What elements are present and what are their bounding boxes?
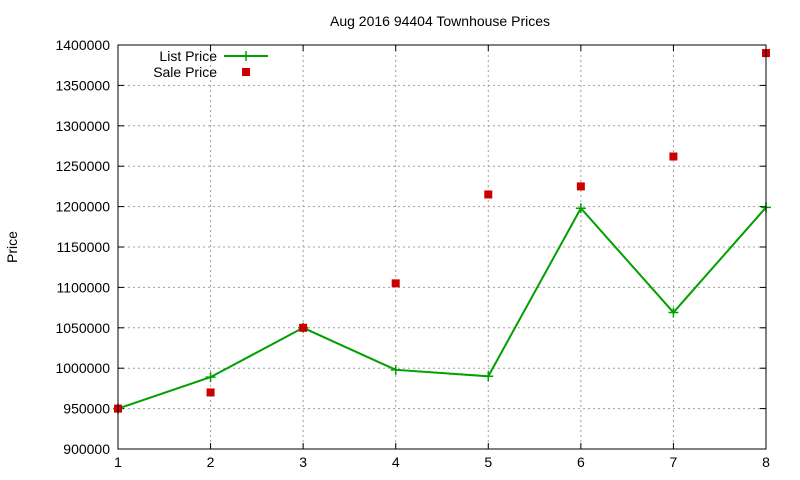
x-tick-label: 3 <box>299 454 307 470</box>
y-tick-label: 1100000 <box>57 279 111 295</box>
y-axis-label: Price <box>4 231 20 263</box>
y-tick-label: 1250000 <box>55 158 110 174</box>
list-price-marker <box>390 364 401 375</box>
legend-square-swatch <box>242 68 250 76</box>
list-price-marker <box>668 307 679 318</box>
y-tick-label: 1200000 <box>55 199 110 215</box>
list-price-marker <box>575 203 586 214</box>
x-tick-label: 5 <box>484 454 492 470</box>
axis-ticks: 900000 950000 1000000 1050000 1100000 1150000… <box>55 37 770 470</box>
y-tick-label: 1350000 <box>55 77 110 93</box>
y-tick-label: 1000000 <box>55 360 110 376</box>
x-tick-label: 6 <box>577 454 585 470</box>
y-tick-label: 950000 <box>63 401 110 417</box>
x-tick-label: 7 <box>670 454 678 470</box>
list-price-line <box>117 206 767 410</box>
sale-price-marker <box>576 182 585 191</box>
sale-price-marker <box>206 388 215 397</box>
y-tick-label: 1400000 <box>55 37 110 53</box>
sale-price-marker <box>299 323 308 332</box>
x-tick-label: 8 <box>762 454 770 470</box>
x-tick-label: 1 <box>114 454 122 470</box>
sale-price-marker <box>391 279 400 288</box>
chart-title: Aug 2016 94404 Townhouse Prices <box>330 13 550 29</box>
y-tick-label: 900000 <box>63 441 110 457</box>
x-tick-label: 2 <box>207 454 215 470</box>
y-tick-label: 1050000 <box>55 320 110 336</box>
y-tick-label: 1300000 <box>55 118 110 134</box>
legend-label: Sale Price <box>153 64 217 80</box>
x-tick-label: 4 <box>392 454 400 470</box>
y-tick-label: 1150000 <box>57 239 111 255</box>
grid-lines <box>118 45 766 449</box>
plot-frame <box>117 44 767 450</box>
legend-label: List Price <box>159 48 217 64</box>
data-series <box>113 49 771 414</box>
sale-price-marker <box>484 190 493 199</box>
list-price-marker <box>483 371 494 382</box>
list-price-marker <box>205 372 216 383</box>
sale-price-marker <box>669 152 678 161</box>
legend-plus-swatch <box>241 51 251 61</box>
